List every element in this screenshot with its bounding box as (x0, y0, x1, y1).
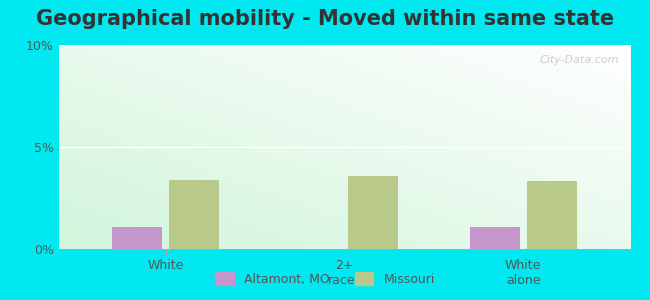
Legend: Altamont, MO, Missouri: Altamont, MO, Missouri (210, 267, 440, 291)
Text: Geographical mobility - Moved within same state: Geographical mobility - Moved within sam… (36, 9, 614, 29)
Bar (469, 226, 519, 249)
Bar (348, 176, 398, 249)
Bar (112, 226, 162, 249)
Bar (527, 181, 577, 249)
Bar (169, 180, 220, 249)
Text: City-Data.com: City-Data.com (540, 55, 619, 65)
